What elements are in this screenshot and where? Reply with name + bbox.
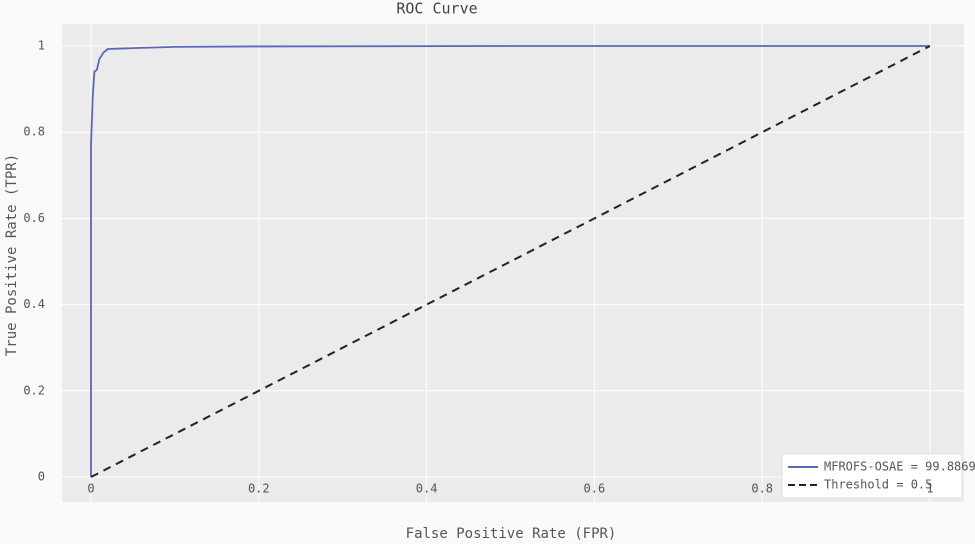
y-axis-label: True Positive Rate (TPR)	[4, 154, 20, 356]
x-tick-label: 0.4	[416, 482, 438, 496]
series-line	[90, 45, 931, 478]
x-tick-label: 0.2	[248, 482, 270, 496]
legend-label: MFROFS-OSAE = 99.8869	[824, 460, 975, 474]
series-line	[90, 45, 930, 477]
y-tick-label: 0.6	[23, 211, 45, 225]
plot-background	[62, 24, 964, 502]
y-tick-label: 0.8	[23, 125, 45, 139]
x-axis-label: False Positive Rate (FPR)	[406, 526, 617, 542]
lines	[90, 45, 931, 478]
y-tick-label: 0	[38, 470, 45, 484]
legend-label: Threshold = 0.5	[824, 478, 932, 492]
chart-title: ROC Curve	[396, 0, 477, 18]
x-tick-label: 0	[87, 482, 94, 496]
y-tick-label: 1	[38, 39, 45, 53]
legend-box	[781, 453, 963, 499]
legend: MFROFS-OSAE = 99.8869 Threshold = 0.5	[781, 453, 975, 499]
x-tick-label: 0.8	[751, 482, 773, 496]
y-tick-label: 0.2	[23, 383, 45, 397]
y-tick-label: 0.4	[23, 297, 45, 311]
x-tick-label: 0.6	[584, 482, 606, 496]
x-tick-label: 1	[926, 482, 933, 496]
